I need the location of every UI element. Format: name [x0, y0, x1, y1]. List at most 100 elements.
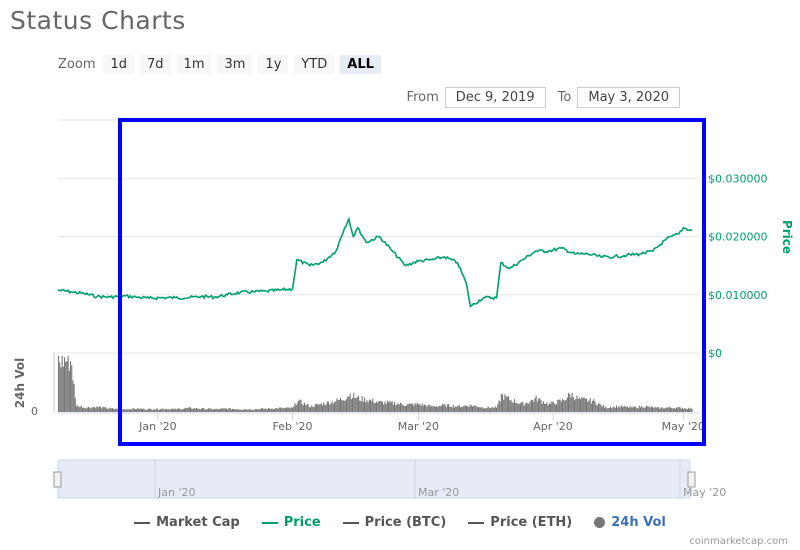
volume-bar: [203, 408, 205, 412]
volume-bar: [88, 406, 90, 412]
volume-bar: [350, 399, 352, 412]
zoom-7d-button[interactable]: 7d: [140, 55, 171, 74]
volume-bar: [492, 407, 494, 412]
volume-bar: [684, 408, 686, 412]
legend-price-btc[interactable]: Price (BTC): [342, 515, 446, 530]
volume-bar: [574, 400, 576, 412]
volume-bar: [426, 406, 428, 412]
volume-bar: [676, 407, 678, 412]
volume-bar: [377, 402, 379, 412]
volume-bar: [416, 403, 418, 412]
navigator-right-handle[interactable]: [687, 471, 696, 488]
navigator-selection[interactable]: [57, 459, 691, 499]
volume-bar: [316, 404, 318, 412]
volume-bar: [367, 402, 369, 412]
volume-bar: [535, 395, 537, 412]
volume-bar: [312, 407, 314, 412]
volume-bar: [444, 403, 446, 412]
volume-bar: [488, 407, 490, 412]
volume-bar: [240, 409, 242, 412]
volume-bar: [512, 403, 514, 412]
volume-bar: [329, 404, 331, 412]
volume-bar: [182, 408, 184, 412]
zoom-1y-button[interactable]: 1y: [258, 55, 289, 74]
zoom-1m-button[interactable]: 1m: [176, 55, 212, 74]
volume-bar: [524, 403, 526, 412]
volume-bar: [314, 404, 316, 412]
volume-bar: [624, 405, 626, 412]
volume-bar: [552, 401, 554, 412]
zoom-1d-button[interactable]: 1d: [103, 55, 135, 74]
legend-price-eth[interactable]: Price (ETH): [468, 515, 572, 530]
volume-bar: [582, 397, 584, 412]
volume-bar: [479, 407, 481, 412]
zoom-3m-button[interactable]: 3m: [217, 55, 253, 74]
volume-bar: [678, 407, 680, 412]
volume-bar: [680, 408, 682, 412]
legend-market-cap[interactable]: Market Cap: [134, 515, 240, 530]
volume-bar: [338, 399, 340, 412]
volume-bar: [188, 407, 190, 412]
volume-bar: [150, 408, 152, 412]
credit-text: coinmarketcap.com: [689, 536, 788, 547]
volume-bar: [466, 405, 468, 412]
volume-bar: [611, 408, 613, 412]
volume-bar: [682, 408, 684, 412]
from-date-input[interactable]: Dec 9, 2019: [444, 87, 546, 108]
volume-bar: [122, 409, 124, 412]
volume-bar: [666, 407, 668, 412]
volume-bar: [210, 408, 212, 412]
volume-bar: [143, 408, 145, 412]
volume-bar: [110, 408, 112, 412]
volume-bar: [326, 401, 328, 412]
zoom-all-button[interactable]: ALL: [340, 55, 381, 74]
volume-bar: [204, 409, 206, 412]
volume-bar: [83, 407, 85, 412]
volume-bar: [569, 394, 571, 412]
volume-bar: [158, 409, 160, 412]
volume-bar: [515, 403, 517, 412]
volume-bar: [551, 401, 553, 412]
volume-bar: [683, 408, 685, 412]
volume-bar: [389, 400, 391, 412]
volume-bar: [334, 402, 336, 412]
volume-bar: [464, 405, 466, 412]
volume-bar: [642, 407, 644, 412]
volume-bar: [586, 398, 588, 412]
volume-bar: [518, 403, 520, 412]
legend-price[interactable]: Price: [261, 515, 321, 530]
volume-bar: [617, 407, 619, 412]
zoom-controls: Zoom 1d 7d 1m 3m 1y YTD ALL: [58, 55, 381, 74]
zoom-ytd-button[interactable]: YTD: [294, 55, 335, 74]
volume-bar: [77, 405, 79, 412]
volume-bar: [268, 407, 270, 412]
volume-bar: [660, 407, 662, 412]
legend-24h-vol[interactable]: 24h Vol: [594, 515, 666, 530]
volume-bar: [430, 406, 432, 412]
volume-bar: [208, 408, 210, 412]
volume-bar: [541, 403, 543, 412]
volume-bar: [632, 406, 634, 412]
volume-bar: [221, 408, 223, 412]
to-date-input[interactable]: May 3, 2020: [577, 87, 680, 108]
volume-bar: [298, 400, 300, 412]
volume-bar: [475, 406, 477, 412]
volume-bar: [244, 409, 246, 412]
range-navigator[interactable]: Jan '20 Mar '20 May '20: [53, 459, 726, 499]
volume-bar: [73, 384, 75, 412]
volume-bar: [218, 409, 220, 412]
volume-bar: [636, 408, 638, 412]
volume-bar: [157, 409, 159, 412]
volume-bar: [145, 409, 147, 412]
navigator-left-handle[interactable]: [53, 471, 62, 488]
volume-bar: [364, 397, 366, 412]
volume-bar: [436, 406, 438, 412]
volume-bar: [238, 409, 240, 412]
volume-bar: [60, 367, 62, 412]
volume-bar: [560, 401, 562, 412]
volume-bar: [311, 405, 313, 412]
volume-bar: [288, 407, 290, 412]
volume-bar: [641, 406, 643, 412]
volume-bar: [266, 409, 268, 412]
volume-bar: [70, 361, 72, 412]
